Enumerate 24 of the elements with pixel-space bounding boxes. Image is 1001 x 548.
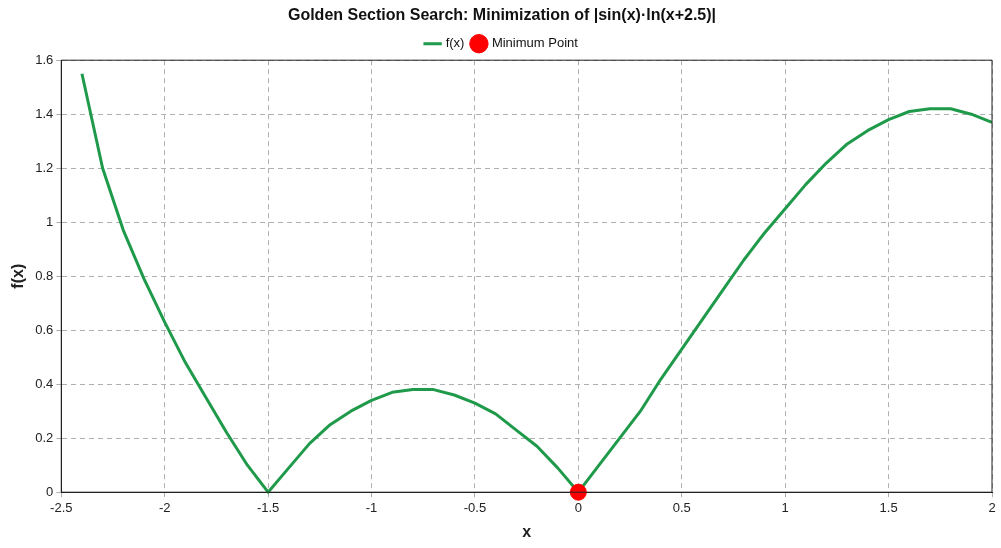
- x-tick-label: 0.5: [672, 499, 691, 515]
- x-tick-label: -2: [158, 499, 171, 515]
- y-tick-label: 0.2: [35, 429, 54, 445]
- y-tick-label: 0: [46, 483, 54, 499]
- x-tick-label: -2.5: [50, 499, 73, 515]
- y-tick-label: 0.6: [35, 321, 54, 337]
- x-axis-title: x: [522, 522, 532, 540]
- y-tick-label: 1.2: [35, 159, 54, 175]
- y-axis-title: f(x): [9, 263, 27, 289]
- y-tick-label: 0.8: [35, 267, 54, 283]
- x-tick-label: 1: [781, 499, 789, 515]
- x-tick-label: 2: [988, 499, 996, 515]
- y-tick-label: 1.4: [35, 105, 54, 121]
- x-tick-label: -0.5: [463, 499, 487, 515]
- legend-label: f(x): [445, 35, 465, 51]
- chart-title: Golden Section Search: Minimization of |sin(x)·ln(x+2.5)|: [287, 6, 717, 24]
- x-tick-label: 0: [574, 499, 582, 515]
- x-tick-label: -1: [365, 499, 378, 515]
- y-tick-label: 1.6: [35, 51, 54, 67]
- y-tick-label: 0.4: [35, 375, 54, 391]
- y-tick-label: 1: [46, 213, 54, 229]
- legend-label: Minimum Point: [491, 35, 579, 51]
- x-tick-label: -1.5: [256, 499, 280, 515]
- x-tick-label: 1.5: [879, 499, 898, 515]
